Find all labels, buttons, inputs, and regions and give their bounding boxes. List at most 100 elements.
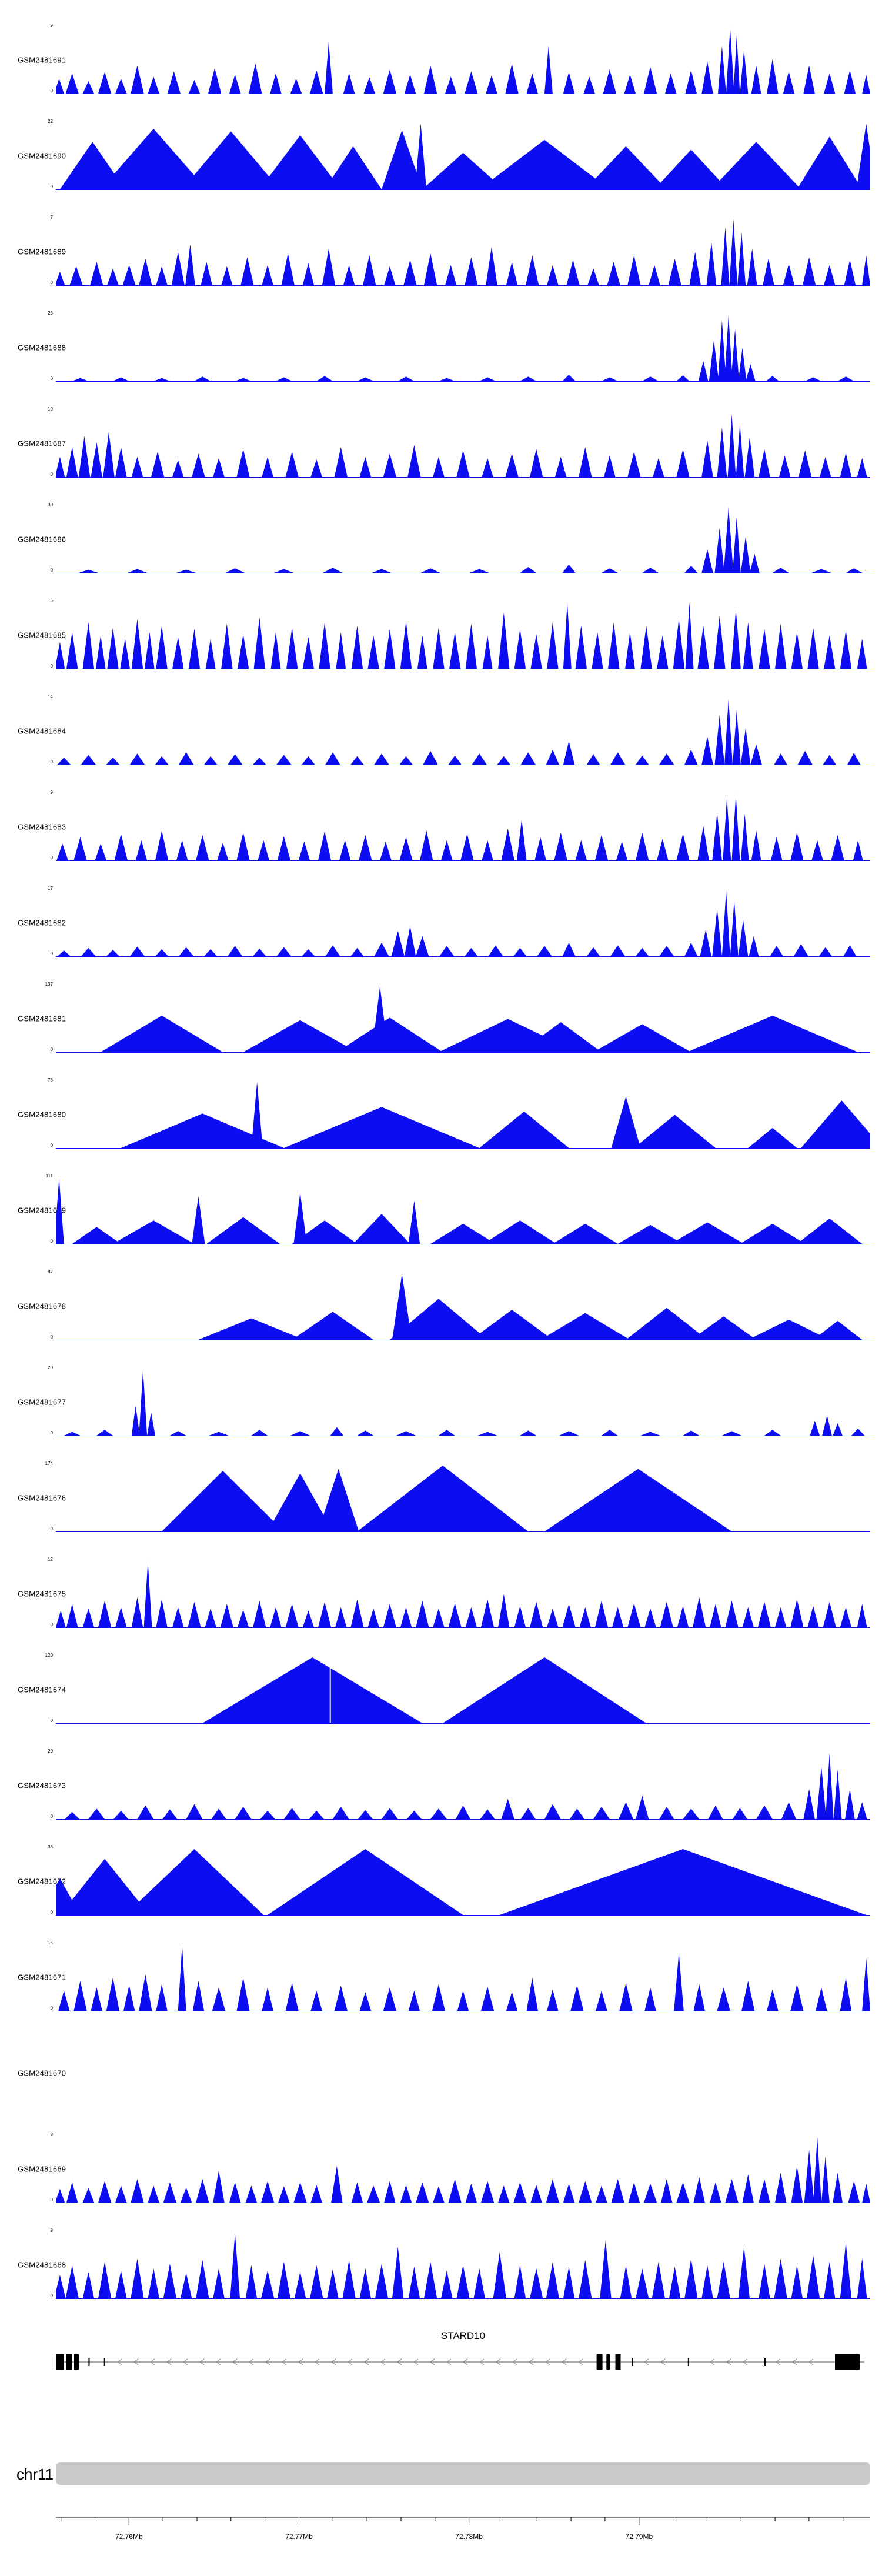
track-row: GSM2481680 78 0 — [0, 1066, 882, 1162]
track-signal-plot — [56, 414, 870, 478]
track-signal-plot — [56, 1849, 870, 1916]
track-row: GSM2481685 6 0 — [0, 587, 882, 683]
track-ymin-label: 0 — [50, 1143, 53, 1148]
track-label: GSM2481674 — [18, 1685, 66, 1694]
track-ymin-label: 0 — [50, 1047, 53, 1052]
track-ymax-label: 38 — [48, 1844, 53, 1850]
track-label: GSM2481688 — [18, 343, 66, 352]
track-label: GSM2481681 — [18, 1014, 66, 1023]
track-ymax-label: 15 — [48, 1940, 53, 1946]
track-ymax-label: 22 — [48, 119, 53, 124]
genome-axis: 72.76Mb 72.77Mb 72.78Mb 72.79Mb — [56, 2514, 870, 2550]
track-ymax-label: 9 — [50, 790, 53, 795]
gene-track: STARD10 — [56, 2330, 870, 2377]
track-row: GSM2481687 10 0 — [0, 395, 882, 491]
track-signal-plot — [56, 124, 870, 190]
track-ymax-label: 78 — [48, 1077, 53, 1083]
track-row: GSM2481686 30 0 — [0, 491, 882, 587]
track-label: GSM2481677 — [18, 1397, 66, 1406]
track-ymin-label: 0 — [50, 1718, 53, 1723]
track-signal-plot — [56, 699, 870, 765]
track-row: GSM2481672 38 0 — [0, 1833, 882, 1929]
track-label: GSM2481671 — [18, 1973, 66, 1981]
track-label: GSM2481687 — [18, 439, 66, 448]
track-ymax-label: 174 — [45, 1461, 53, 1466]
gene-name: STARD10 — [440, 2330, 486, 2341]
track-ymax-label: 30 — [48, 502, 53, 508]
track-row: GSM2481689 7 0 — [0, 203, 882, 299]
track-row: GSM2481688 23 0 — [0, 299, 882, 395]
track-ymin-label: 0 — [50, 951, 53, 956]
axis-tick-label: 72.76Mb — [115, 2532, 143, 2541]
axis-tick-label: 72.78Mb — [455, 2532, 483, 2541]
track-row: GSM2481691 9 0 — [0, 12, 882, 108]
track-row: GSM2481684 14 0 — [0, 683, 882, 779]
track-signal-plot — [56, 28, 870, 94]
track-label: GSM2481672 — [18, 1877, 66, 1886]
track-label: GSM2481678 — [18, 1302, 66, 1310]
track-label: GSM2481684 — [18, 726, 66, 735]
track-ymax-label: 6 — [50, 598, 53, 603]
track-ymax-label: 23 — [48, 311, 53, 316]
track-ymin-label: 0 — [50, 1239, 53, 1244]
track-signal-plot — [56, 1753, 870, 1820]
track-row: GSM2481690 22 0 — [0, 108, 882, 203]
track-signal-plot — [56, 1178, 870, 1244]
track-label: GSM2481683 — [18, 822, 66, 831]
track-signal-plot — [56, 986, 870, 1053]
track-ymin-label: 0 — [50, 2006, 53, 2011]
track-ymin-label: 0 — [50, 2197, 53, 2203]
track-ymin-label: 0 — [50, 1430, 53, 1436]
chromosome-label: chr11 — [16, 2465, 54, 2483]
track-row: GSM2481677 20 0 — [0, 1354, 882, 1450]
axis-tick-label: 72.79Mb — [625, 2532, 653, 2541]
track-ymin-label: 0 — [50, 376, 53, 381]
track-label: GSM2481685 — [18, 630, 66, 639]
track-ymin-label: 0 — [50, 1910, 53, 1915]
track-ymin-label: 0 — [50, 472, 53, 477]
track-label: GSM2481691 — [18, 55, 66, 64]
track-row: GSM2481676 174 0 — [0, 1450, 882, 1546]
chromosome-track: chr11 — [0, 2462, 882, 2486]
track-signal-plot — [56, 1561, 870, 1628]
track-label: GSM2481689 — [18, 247, 66, 256]
track-label: GSM2481686 — [18, 535, 66, 543]
track-ymax-label: 8 — [50, 2132, 53, 2137]
track-row: GSM2481682 17 0 — [0, 875, 882, 970]
track-signal-plot — [56, 1370, 870, 1436]
track-signal-plot — [56, 219, 870, 286]
track-ymin-label: 0 — [50, 184, 53, 189]
track-signal-plot — [56, 1945, 870, 2011]
genome-axis-svg: 72.76Mb 72.77Mb 72.78Mb 72.79Mb — [56, 2517, 870, 2541]
track-ymax-label: 111 — [45, 1173, 53, 1179]
track-ymin-label: 0 — [50, 2293, 53, 2298]
track-row: GSM2481683 9 0 — [0, 779, 882, 875]
track-signal-plot — [56, 603, 870, 669]
track-ymax-label: 12 — [48, 1557, 53, 1562]
track-label: GSM2481673 — [18, 1781, 66, 1790]
track-ymax-label: 17 — [48, 886, 53, 891]
axis-tick-label: 72.77Mb — [285, 2532, 313, 2541]
track-row: GSM2481668 9 0 — [0, 2217, 882, 2313]
track-label: GSM2481676 — [18, 1493, 66, 1502]
track-label: GSM2481669 — [18, 2164, 66, 2173]
track-label: GSM2481675 — [18, 1589, 66, 1598]
track-ymax-label: 7 — [50, 215, 53, 220]
track-label: GSM2481670 — [18, 2068, 66, 2077]
track-row: GSM2481679 111 0 — [0, 1162, 882, 1258]
track-row: GSM2481671 15 0 — [0, 1929, 882, 2025]
gene-model-svg — [56, 2354, 864, 2370]
track-signal-plot — [56, 890, 870, 957]
track-ymin-label: 0 — [50, 88, 53, 94]
track-ymin-label: 0 — [50, 1526, 53, 1531]
track-row: GSM2481675 12 0 — [0, 1546, 882, 1641]
track-ymin-label: 0 — [50, 855, 53, 860]
track-ymin-label: 0 — [50, 759, 53, 765]
chromosome-ideogram — [56, 2462, 870, 2485]
track-ymin-label: 0 — [50, 663, 53, 669]
track-ymax-label: 9 — [50, 2228, 53, 2233]
track-label: GSM2481682 — [18, 918, 66, 927]
track-ymin-label: 0 — [50, 568, 53, 573]
track-signal-plot — [56, 315, 870, 382]
track-row: GSM2481678 87 0 — [0, 1258, 882, 1354]
